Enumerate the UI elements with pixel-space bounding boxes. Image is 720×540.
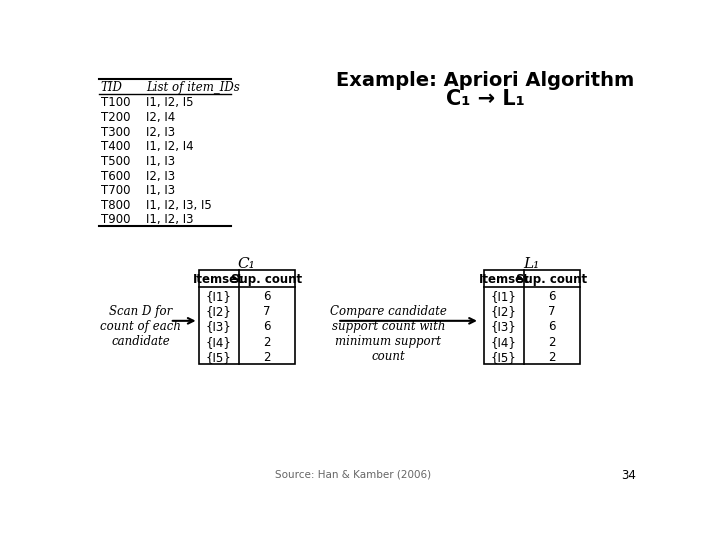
Text: {I4}: {I4} [206,336,232,349]
Text: 2: 2 [263,336,271,349]
Text: T400: T400 [101,140,130,153]
Text: T500: T500 [101,155,130,168]
Text: I1, I2, I5: I1, I2, I5 [145,96,193,110]
Text: Compare candidate
support count with
minimum support
count: Compare candidate support count with min… [330,306,447,363]
Text: {I2}: {I2} [206,305,232,318]
Text: {I1}: {I1} [491,289,517,302]
Bar [484,271,580,363]
Text: 6: 6 [263,289,271,302]
Text: 2: 2 [263,351,271,364]
Text: Example: Apriori Algorithm: Example: Apriori Algorithm [336,71,634,90]
Text: I2, I3: I2, I3 [145,170,175,183]
Text: {I5}: {I5} [206,351,232,364]
Text: T800: T800 [101,199,130,212]
Text: 2: 2 [548,336,556,349]
Text: C₁: C₁ [238,257,256,271]
Text: 6: 6 [548,289,556,302]
Text: Itemset: Itemset [479,273,529,286]
Text: T900: T900 [101,213,130,226]
Text: I1, I2, I4: I1, I2, I4 [145,140,194,153]
Text: T100: T100 [101,96,130,110]
Text: T700: T700 [101,184,130,197]
Text: Scan D for
count of each
candidate: Scan D for count of each candidate [100,306,181,348]
Text: T300: T300 [101,126,130,139]
Text: 7: 7 [263,305,271,318]
Text: {I4}: {I4} [491,336,517,349]
Text: Sup. count: Sup. count [231,273,302,286]
Text: {I2}: {I2} [491,305,517,318]
Text: I1, I2, I3, I5: I1, I2, I3, I5 [145,199,212,212]
Text: List of item_IDs: List of item_IDs [145,81,240,94]
Text: I1, I3: I1, I3 [145,155,175,168]
Text: I1, I3: I1, I3 [145,184,175,197]
Text: {I3}: {I3} [491,320,517,333]
Text: Itemset: Itemset [193,273,244,286]
Text: 7: 7 [548,305,556,318]
Text: {I3}: {I3} [206,320,232,333]
Text: I2, I3: I2, I3 [145,126,175,139]
Bar [199,271,294,363]
Text: 34: 34 [621,469,636,482]
Text: 6: 6 [548,320,556,333]
Text: Sup. count: Sup. count [516,273,588,286]
Text: L₁: L₁ [523,257,540,271]
Text: T600: T600 [101,170,130,183]
Text: C₁ → L₁: C₁ → L₁ [446,90,525,110]
Text: {I1}: {I1} [206,289,232,302]
Text: 6: 6 [263,320,271,333]
Text: T200: T200 [101,111,130,124]
Text: Source: Han & Kamber (2006): Source: Han & Kamber (2006) [276,469,431,479]
Text: TID: TID [101,81,122,94]
Text: {I5}: {I5} [491,351,517,364]
Text: I1, I2, I3: I1, I2, I3 [145,213,193,226]
Text: 2: 2 [548,351,556,364]
Text: I2, I4: I2, I4 [145,111,175,124]
